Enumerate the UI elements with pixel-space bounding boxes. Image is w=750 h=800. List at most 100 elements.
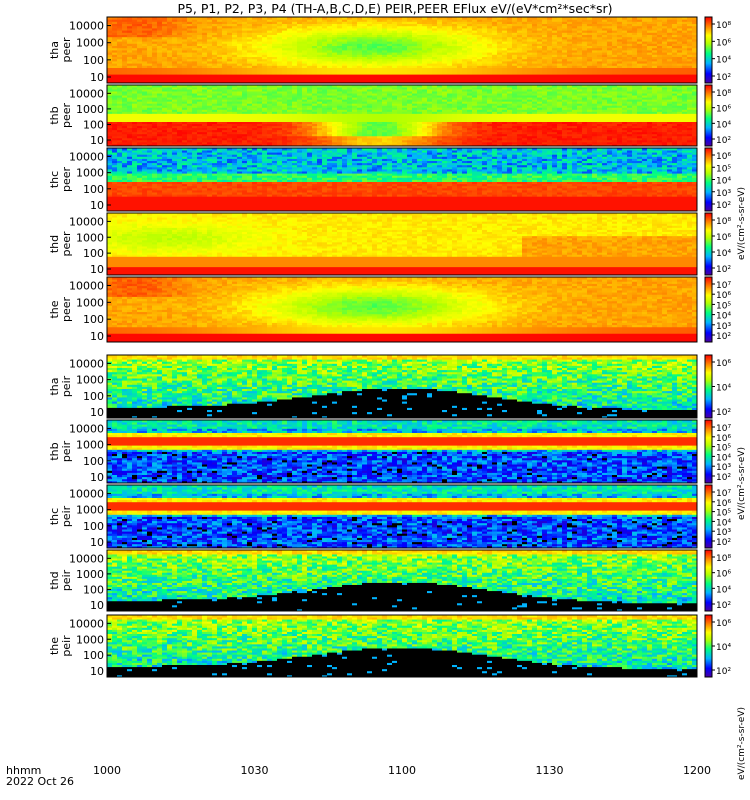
spectrogram-cell — [252, 41, 258, 44]
spectrogram-cell — [277, 76, 283, 79]
spectrogram-cell — [312, 56, 318, 60]
spectrogram-cell — [372, 32, 378, 35]
spectrogram-cell — [392, 47, 398, 51]
spectrogram-cell — [527, 21, 533, 24]
spectrogram-cell — [257, 17, 263, 20]
spectrogram-cell — [352, 28, 358, 31]
spectrogram-cell — [337, 67, 343, 71]
spectrogram-cell — [252, 45, 258, 49]
spectrogram-cell — [172, 78, 178, 82]
spectrogram-cell — [362, 36, 368, 40]
spectrogram-cell — [247, 30, 253, 33]
spectrogram-cell — [462, 76, 468, 79]
spectrogram-cell — [227, 65, 233, 68]
spectrogram-cell — [307, 78, 313, 82]
spectrogram-cell — [137, 58, 143, 62]
spectrogram-cell — [277, 45, 283, 49]
spectrogram-cell — [377, 43, 383, 46]
spectrogram-cell — [392, 36, 398, 40]
spectrogram-cell — [352, 43, 358, 46]
spectrogram-cell — [197, 36, 203, 40]
spectrogram-cell — [402, 58, 408, 62]
spectrogram-cell — [182, 80, 188, 84]
spectrogram-cell — [512, 65, 518, 68]
spectrogram-cell — [347, 58, 353, 62]
spectrogram-cell — [107, 50, 113, 53]
spectrogram-cell — [312, 43, 318, 46]
spectrogram-cell — [167, 19, 173, 22]
spectrogram-cell — [382, 69, 388, 73]
spectrogram-cell — [512, 25, 518, 29]
spectrogram-cell — [322, 69, 328, 73]
spectrogram-cell — [232, 32, 238, 35]
spectrogram-cell — [217, 78, 223, 82]
spectrogram-cell — [122, 28, 128, 31]
spectrogram-cell — [117, 21, 123, 24]
spectrogram-cell — [477, 21, 483, 24]
spectrogram-cell — [347, 25, 353, 29]
spectrogram-cell — [122, 52, 128, 55]
spectrogram-cell — [272, 56, 278, 60]
spectrogram-cell — [322, 78, 328, 82]
spectrogram-cell — [327, 50, 333, 53]
spectrogram-cell — [232, 30, 238, 33]
spectrogram-cell — [167, 76, 173, 79]
spectrogram-cell — [267, 76, 273, 79]
spectrogram-cell — [227, 80, 233, 84]
spectrogram-cell — [122, 23, 128, 27]
spectrogram-cell — [277, 67, 283, 71]
spectrogram-cell — [437, 50, 443, 53]
spectrogram-cell — [297, 45, 303, 49]
spectrogram-cell — [122, 47, 128, 51]
spectrogram-cell — [277, 28, 283, 31]
spectrogram-cell — [197, 41, 203, 44]
spectrogram-cell — [487, 67, 493, 71]
spectrogram-cell — [307, 61, 313, 64]
spectrogram-cell — [462, 50, 468, 53]
spectrogram-cell — [382, 25, 388, 29]
spectrogram-cell — [207, 43, 213, 46]
spectrogram-cell — [207, 65, 213, 68]
spectrogram-cell — [327, 78, 333, 82]
spectrogram-cell — [202, 63, 208, 66]
spectrogram-cell — [332, 30, 338, 33]
spectrogram-cell — [467, 45, 473, 49]
spectrogram-cell — [457, 78, 463, 82]
spectrogram-cell — [482, 78, 488, 82]
spectrogram-cell — [197, 23, 203, 27]
spectrogram-cell — [422, 63, 428, 66]
spectrogram-cell — [327, 76, 333, 79]
spectrogram-cell — [357, 72, 363, 75]
spectrogram-cell — [302, 19, 308, 22]
spectrogram-cell — [432, 74, 438, 77]
spectrogram-cell — [347, 28, 353, 31]
spectrogram-cell — [422, 56, 428, 60]
spectrogram-cell — [447, 65, 453, 68]
spectrogram-cell — [307, 45, 313, 49]
spectrogram-cell — [517, 36, 523, 40]
spectrogram-cell — [227, 39, 233, 42]
spectrogram-cell — [317, 52, 323, 55]
spectrogram-cell — [472, 19, 478, 22]
spectrogram-cell — [437, 45, 443, 49]
spectrogram-cell — [227, 19, 233, 22]
spectrogram-cell — [427, 23, 433, 27]
spectrogram-cell — [162, 67, 168, 71]
spectrogram-cell — [182, 78, 188, 82]
spectrogram-cell — [392, 32, 398, 35]
spectrogram-cell — [492, 67, 498, 71]
spectrogram-cell — [332, 41, 338, 44]
spectrogram-cell — [482, 76, 488, 79]
spectrogram-cell — [497, 50, 503, 53]
spectrogram-cell — [172, 45, 178, 49]
spectrogram-cell — [502, 78, 508, 82]
spectrogram-cell — [292, 47, 298, 51]
spectrogram-cell — [137, 43, 143, 46]
spectrogram-cell — [367, 61, 373, 64]
spectrogram-cell — [317, 45, 323, 49]
spectrogram-cell — [437, 56, 443, 60]
spectrogram-cell — [487, 63, 493, 66]
spectrogram-cell — [122, 39, 128, 42]
spectrogram-cell — [152, 41, 158, 44]
spectrogram-cell — [367, 36, 373, 40]
